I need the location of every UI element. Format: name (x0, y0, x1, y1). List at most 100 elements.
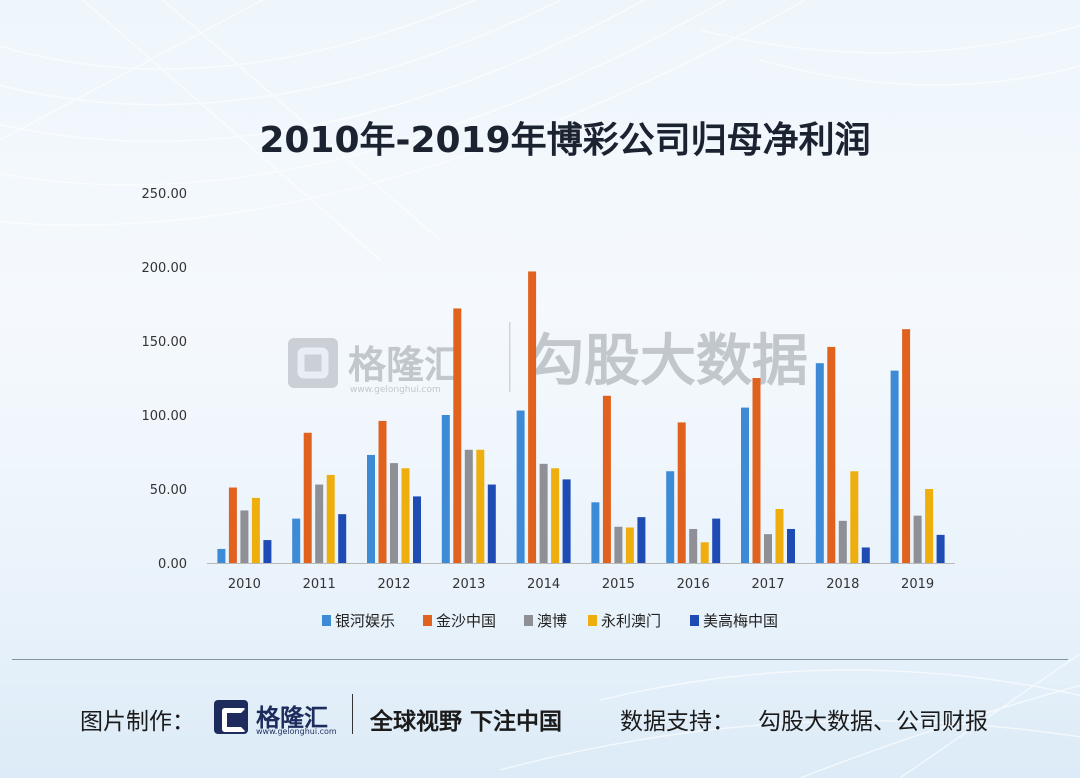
gelonghui-logo-icon (214, 700, 248, 734)
bar-2018-1 (827, 346, 836, 563)
bar-2019-0 (890, 370, 899, 563)
footer: 图片制作： 格隆汇 www.gelonghui.com 全球视野 下注中国 数据… (0, 690, 1080, 750)
bar-2010-0 (217, 548, 226, 563)
watermark-product: 勾股大数据 (528, 329, 808, 394)
bar-2016-3 (700, 542, 709, 563)
bar-chart: 2010年-2019年博彩公司归母净利润 格隆汇 www.gelonghui.c… (142, 120, 955, 630)
bar-2017-3 (775, 508, 784, 563)
x-tick-label: 2010 (228, 577, 261, 592)
bar-2018-0 (815, 363, 824, 563)
bar-2014-4 (562, 479, 571, 563)
bar-2019-4 (936, 534, 945, 563)
bar-2019-2 (913, 515, 922, 563)
bar-2011-3 (326, 474, 335, 563)
y-tick-label: 200.00 (142, 261, 188, 276)
watermark: 格隆汇 www.gelonghui.com 勾股大数据 (288, 322, 808, 395)
bar-2017-1 (752, 378, 761, 563)
footer-logo-url: www.gelonghui.com (256, 727, 337, 736)
legend-swatch-3 (588, 615, 597, 626)
bar-2016-4 (712, 518, 721, 563)
legend-label-0: 银河娱乐 (335, 612, 395, 630)
bar-2010-2 (240, 510, 249, 563)
bar-2015-0 (591, 502, 600, 563)
bar-2017-2 (764, 534, 772, 563)
x-tick-label: 2012 (377, 577, 410, 592)
x-tick-label: 2016 (677, 577, 710, 592)
watermark-logo-icon (288, 338, 338, 388)
bar-2013-2 (464, 449, 473, 563)
bar-2011-0 (292, 518, 301, 563)
watermark-brand: 格隆汇 (348, 343, 462, 387)
source-value: 勾股大数据、公司财报 (758, 709, 988, 735)
legend-swatch-2 (524, 615, 533, 626)
y-tick-label: 150.00 (142, 335, 188, 350)
y-tick-label: 50.00 (150, 483, 187, 498)
footer-logo-name: 格隆汇 (256, 704, 328, 732)
bars-group (217, 271, 945, 563)
made-by-label: 图片制作： (80, 709, 195, 735)
bar-2015-1 (602, 395, 611, 563)
bar-2015-2 (614, 526, 623, 563)
bar-2012-4 (413, 496, 421, 563)
bar-2017-4 (787, 528, 795, 563)
x-axis-labels: 2010 2011 2012 2013 2014 2015 2016 2017 2018 2019 (228, 577, 934, 592)
bar-2012-1 (378, 420, 387, 563)
legend: 银河娱乐 金沙中国 澳博 永利澳门 美高梅中国 (322, 612, 778, 630)
bar-2012-3 (401, 468, 410, 563)
legend-label-2: 澳博 (537, 612, 567, 630)
bar-2015-4 (637, 517, 646, 563)
bar-2018-2 (838, 520, 847, 563)
x-tick-label: 2019 (901, 577, 934, 592)
bar-2016-1 (677, 422, 686, 563)
bar-2012-0 (367, 454, 375, 563)
bar-2017-0 (741, 407, 749, 563)
x-tick-label: 2011 (303, 577, 336, 592)
bar-2013-3 (476, 449, 485, 563)
watermark-url: www.gelonghui.com (350, 385, 441, 395)
bar-2016-0 (666, 471, 675, 563)
x-tick-label: 2014 (527, 577, 560, 592)
legend-swatch-0 (322, 615, 331, 626)
legend-label-3: 永利澳门 (601, 612, 661, 630)
bar-2010-4 (263, 540, 272, 563)
legend-label-4: 美高梅中国 (703, 612, 778, 630)
bar-2014-2 (539, 463, 548, 563)
footer-logo: 格隆汇 www.gelonghui.com (214, 696, 354, 740)
bar-2014-3 (551, 468, 560, 563)
bar-2011-1 (303, 432, 312, 563)
footer-divider (12, 659, 1068, 660)
bar-2016-2 (689, 528, 698, 563)
footer-separator (352, 694, 353, 734)
bar-2010-1 (228, 487, 237, 563)
bar-2018-4 (861, 547, 870, 563)
source-label: 数据支持： (620, 709, 735, 735)
bar-2019-3 (925, 489, 934, 563)
bar-2010-3 (251, 497, 260, 563)
y-axis: 0.00 50.00 100.00 150.00 200.00 250.00 (142, 187, 188, 572)
legend-swatch-1 (423, 615, 432, 626)
bar-2012-2 (390, 463, 398, 563)
x-tick-label: 2017 (751, 577, 784, 592)
bar-2018-3 (850, 471, 859, 563)
bar-2015-3 (625, 527, 634, 563)
legend-label-1: 金沙中国 (436, 612, 496, 630)
chart-title: 2010年-2019年博彩公司归母净利润 (259, 120, 870, 161)
x-tick-label: 2015 (602, 577, 635, 592)
y-tick-label: 100.00 (142, 409, 188, 424)
bar-2019-1 (902, 329, 911, 563)
y-tick-label: 0.00 (158, 557, 187, 572)
y-tick-label: 250.00 (142, 187, 188, 202)
watermark-divider (509, 322, 511, 392)
bar-2014-0 (516, 410, 525, 563)
bar-2011-2 (315, 484, 324, 563)
bar-2014-1 (528, 271, 537, 563)
bar-2011-4 (338, 514, 347, 563)
bar-2013-1 (453, 308, 462, 563)
bar-2013-0 (441, 415, 450, 563)
footer-slogan: 全球视野 下注中国 (370, 709, 563, 735)
bar-2013-4 (487, 484, 496, 563)
legend-swatch-4 (690, 615, 699, 626)
x-tick-label: 2013 (452, 577, 485, 592)
x-tick-label: 2018 (826, 577, 859, 592)
